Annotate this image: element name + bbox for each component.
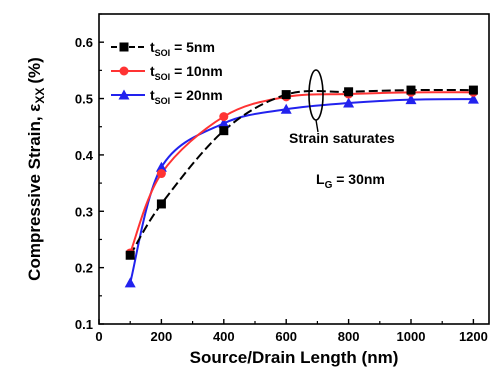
data-point-series-0 [468, 85, 478, 95]
data-point-series-1 [219, 112, 229, 122]
x-axis-ticks: 0 200 400 600 800 1000 1200 [95, 319, 488, 344]
plot-frame [98, 13, 490, 325]
x-axis-label: Source/Drain Length (nm) [190, 348, 399, 367]
y-tick-label: 0.5 [75, 92, 93, 107]
data-point-series-2 [155, 161, 167, 172]
gate-length-value: = 30nm [332, 171, 385, 187]
data-point-series-2 [343, 97, 355, 108]
data-point-series-0 [344, 87, 354, 97]
legend-label-subscript: SOI [155, 72, 171, 82]
x-tick-label: 200 [151, 329, 173, 344]
annotation-gate-length: LG = 30nm [316, 171, 385, 191]
data-point-series-2 [218, 117, 230, 128]
y-tick-label: 0.6 [75, 35, 93, 50]
x-tick-label: 800 [338, 329, 360, 344]
legend-label-1: tSOI = 10nm [150, 63, 223, 82]
y-tick-label: 0.1 [75, 317, 93, 332]
y-tick-label: 0.2 [75, 261, 93, 276]
data-point-series-0 [219, 126, 229, 136]
legend-label-subscript: SOI [155, 96, 171, 106]
legend-label-suffix: = 5nm [170, 39, 215, 55]
data-point-series-0 [125, 250, 135, 260]
y-axis-label-main: Compressive Strain, ε [25, 104, 44, 281]
x-tick-label: 0 [95, 329, 102, 344]
legend-label-suffix: = 20nm [170, 87, 223, 103]
y-axis-ticks: 0.1 0.2 0.3 0.4 0.5 0.6 [75, 13, 104, 332]
legend-marker-2 [118, 89, 130, 100]
data-point-series-2 [280, 103, 292, 114]
x-tick-label: 600 [275, 329, 297, 344]
series-line-0 [129, 88, 474, 256]
y-tick-label: 0.3 [75, 204, 93, 219]
data-point-series-0 [156, 199, 166, 209]
data-point-series-2 [124, 277, 136, 288]
y-tick-label: 0.4 [75, 148, 94, 163]
data-point-series-2 [467, 93, 479, 104]
data-point-series-0 [281, 90, 291, 100]
legend-marker-1 [119, 66, 129, 76]
saturation-pointer [315, 119, 319, 133]
gate-length-symbol: L [316, 171, 325, 187]
annotation-strain-saturates: Strain saturates [289, 130, 395, 146]
y-axis-label-unit: (%) [25, 57, 44, 83]
x-tick-label: 1000 [397, 329, 426, 344]
data-point-series-2 [405, 94, 417, 105]
data-point-series-0 [406, 85, 416, 95]
series-line-2 [129, 98, 474, 284]
y-axis-label: Compressive Strain, εXX (%) [25, 57, 47, 281]
y-axis-label-subscript: XX [33, 88, 47, 104]
legend-label-2: tSOI = 20nm [150, 87, 223, 106]
legend-label-suffix: = 10nm [170, 63, 223, 79]
x-tick-label: 400 [213, 329, 235, 344]
legend-label-0: tSOI = 5nm [150, 39, 215, 58]
x-tick-label: 1200 [459, 329, 488, 344]
series-line-1 [129, 91, 474, 254]
legend-label-prefix: t [150, 87, 155, 103]
legend-marker-0 [119, 42, 129, 52]
series-markers [124, 85, 479, 288]
gate-length-subscript: G [325, 180, 333, 191]
data-point-series-1 [156, 169, 166, 179]
series-lines [129, 88, 474, 284]
legend-label-subscript: SOI [155, 48, 171, 58]
legend-label-prefix: t [150, 39, 155, 55]
legend-label-prefix: t [150, 63, 155, 79]
